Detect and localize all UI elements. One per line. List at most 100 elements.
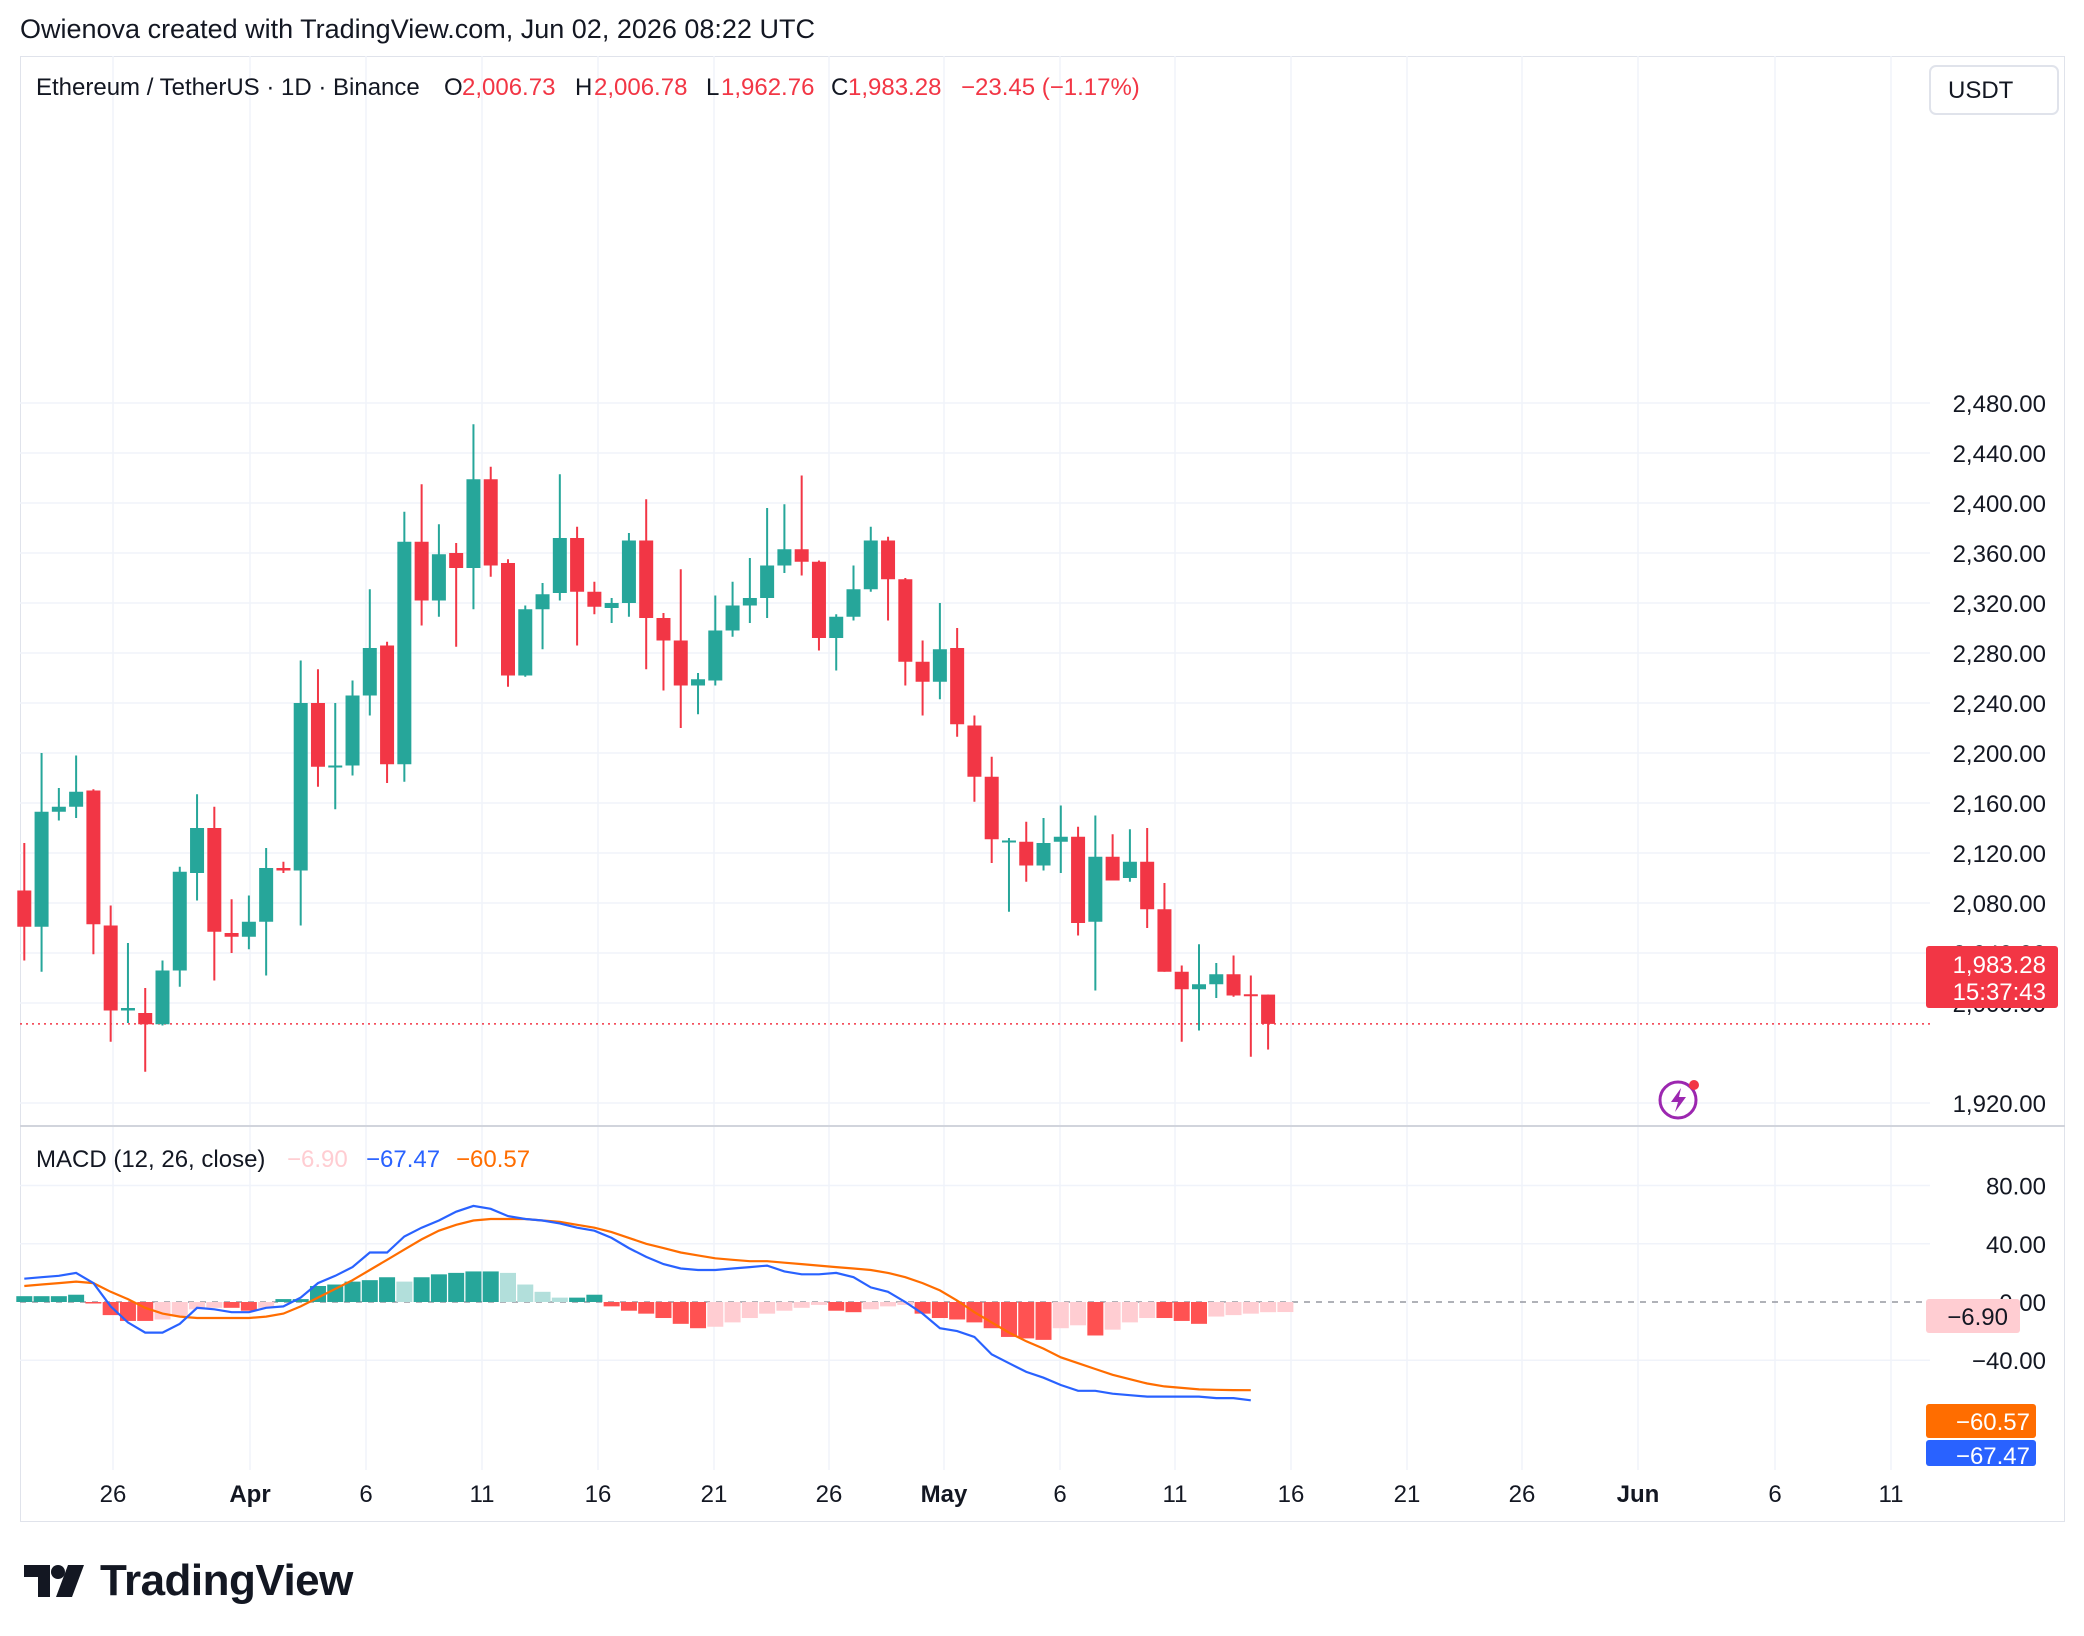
macd-hist-bar [1000,1302,1017,1337]
candle-body [431,554,446,601]
candle [535,583,550,650]
macd-hist-bar [1087,1302,1104,1336]
candle [621,533,636,617]
macd-hist-bar [724,1302,741,1323]
candle [501,559,515,687]
price-tick-label: 2,440.00 [1953,441,2046,468]
candle-body [1088,856,1103,922]
macd-hist-bar [482,1271,499,1302]
tradingview-logo-icon [24,1565,84,1597]
candle-body [915,661,930,682]
macd-hist-bar [1052,1302,1069,1329]
candle [656,613,671,691]
candle [1071,826,1086,936]
price-tick-label: 2,200.00 [1953,741,2046,768]
macd-hist-bar [1121,1302,1138,1323]
time-label: 11 [1879,1481,1904,1508]
macd-hist-bar [258,1302,275,1308]
macd-hist-bar [500,1272,516,1302]
candle-body [898,579,913,662]
candle-body [362,648,377,696]
candle-body [1209,974,1224,985]
macd-hist-bar [551,1297,568,1302]
candle [483,466,498,577]
svg-text:−67.47: −67.47 [1956,1443,2030,1470]
candle-body [293,703,308,871]
candle [224,899,239,953]
candle [915,640,930,716]
price-tick-label: 2,120.00 [1953,841,2046,868]
candle-body [829,616,844,638]
svg-text:−60.57: −60.57 [1956,1409,2030,1436]
currency-label: USDT [1948,77,2014,104]
footer-brand: TradingView [24,1556,353,1606]
candle [1140,828,1155,928]
candle-body [17,890,32,927]
lightning-icon[interactable] [1658,1080,1699,1120]
macd-hist-bar [983,1302,1000,1329]
candle [17,843,32,961]
time-label: 26 [100,1481,127,1508]
candle-body [345,695,360,766]
candle-body [1157,909,1172,972]
time-label: 16 [1278,1481,1305,1508]
candle [932,603,947,700]
candle-body [1243,994,1258,997]
macd-hist-bar [1260,1302,1277,1313]
candle-body [552,538,567,593]
candle [846,565,861,621]
macd-hist-bar [1070,1302,1087,1326]
candle [1088,815,1103,991]
candle [1157,883,1172,972]
macd-hist-value: −6.90 [287,1146,348,1173]
candle [345,680,360,776]
macd-hist-bar [68,1294,85,1302]
macd-hist-bar [741,1302,758,1319]
candle [397,511,412,782]
macd-hist-bar [413,1277,430,1302]
footer-brand-text: TradingView [100,1556,353,1605]
macd-tick-label: −40.00 [1972,1348,2046,1375]
time-axis: 26 Apr 6 11 16 21 26 May 6 11 16 21 26 Jun 6 11 [100,1481,1904,1508]
candle-body [241,921,256,937]
candle-body [190,828,205,873]
candle [552,474,567,601]
candle [241,895,256,950]
candle-body [483,479,498,566]
macd-hist-bar [1035,1302,1052,1340]
macd-hist-bar [344,1281,361,1302]
price-axis: 2,480.00 2,440.00 2,400.00 2,360.00 2,320.00… [1953,391,2046,1118]
time-label: 11 [1163,1481,1188,1508]
chart-frame [20,56,2065,1522]
candle [1261,994,1276,1050]
candle [120,943,135,1023]
macd-histogram [16,1271,1294,1340]
candle [777,504,792,573]
macd-hist-bar [845,1302,862,1313]
macd-hist-bar [655,1302,672,1319]
currency-selector[interactable]: USDT [1929,65,2059,115]
candle-body [34,811,49,927]
candle [1105,834,1120,881]
candle-body [103,925,118,1011]
time-label: 21 [701,1481,728,1508]
macd-hist-bar [275,1299,292,1302]
macd-hist-bar [448,1272,465,1302]
candle-body [449,553,464,568]
candle-body [120,1008,135,1011]
close-label: C [831,74,848,101]
macd-hist-bar [586,1294,603,1302]
ohlc-legend: O 2,006.73 H 2,006.78 L 1,962.76 C 1,983… [444,74,1140,101]
candle-body [1122,861,1137,878]
macd-hist-bar [569,1297,586,1302]
macd-hist-bar [862,1302,879,1310]
candle [708,595,723,686]
macd-hist-bar [1139,1302,1156,1319]
time-label: 11 [470,1481,495,1508]
candle-body [276,868,291,871]
last-price-badge: 1,983.28 15:37:43 [1926,946,2058,1008]
candle [984,756,999,863]
candle [587,581,602,615]
candle [570,526,585,646]
